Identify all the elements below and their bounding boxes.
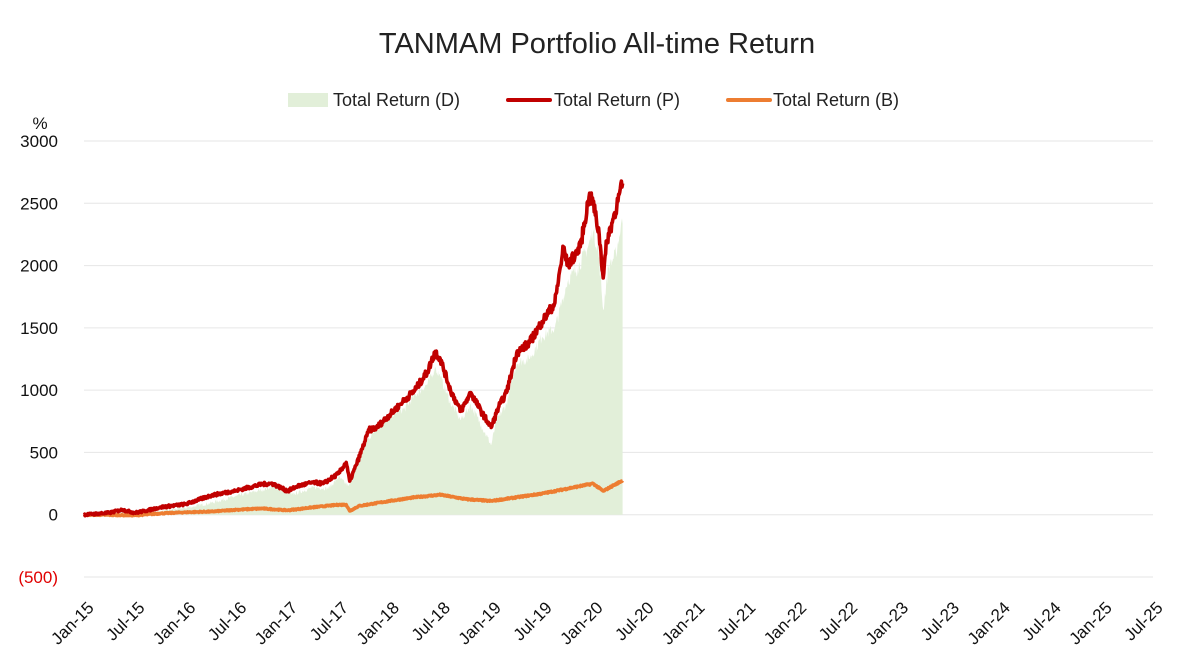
- x-tick-label: Jan-15: [47, 598, 97, 648]
- series-area-total-return-d: [84, 218, 623, 515]
- y-tick-label: 1000: [20, 381, 58, 400]
- x-tick-label: Jul-19: [510, 598, 556, 644]
- x-tick-label: Jul-21: [713, 598, 759, 644]
- x-tick-label: Jan-16: [149, 598, 199, 648]
- x-tick-label: Jan-17: [251, 598, 301, 648]
- legend: Total Return (D) Total Return (P) Total …: [288, 90, 899, 110]
- x-tick-label: Jan-24: [964, 598, 1014, 648]
- x-tick-label: Jan-19: [455, 598, 505, 648]
- x-tick-label: Jan-25: [1066, 598, 1116, 648]
- y-tick-label: 2000: [20, 257, 58, 276]
- x-tick-label: Jan-22: [760, 598, 810, 648]
- y-tick-label: 3000: [20, 132, 58, 151]
- x-tick-label: Jul-20: [611, 598, 657, 644]
- x-tick-label: Jan-23: [862, 598, 912, 648]
- x-tick-label: Jul-25: [1120, 598, 1166, 644]
- chart-title: TANMAM Portfolio All-time Return: [379, 28, 815, 60]
- line-layer: [82, 179, 625, 518]
- y-tick-label: 0: [49, 506, 58, 525]
- legend-label-total-return-d: Total Return (D): [333, 90, 460, 110]
- x-tick-label: Jul-22: [815, 598, 861, 644]
- x-tick-label: Jul-23: [917, 598, 963, 644]
- y-axis-ticks: 3000 2500 2000 1500 1000 500 0 (500): [18, 132, 58, 587]
- x-tick-label: Jul-18: [408, 598, 454, 644]
- x-tick-label: Jul-24: [1019, 598, 1065, 644]
- y-tick-label: (500): [18, 568, 58, 587]
- series-line-total-return-p: [82, 179, 625, 518]
- legend-label-total-return-b: Total Return (B): [773, 90, 899, 110]
- area-layer: [84, 218, 623, 515]
- x-tick-label: Jan-21: [658, 598, 708, 648]
- y-tick-label: 2500: [20, 194, 58, 213]
- y-tick-label: 1500: [20, 319, 58, 338]
- x-tick-label: Jan-18: [353, 598, 403, 648]
- x-tick-label: Jan-20: [557, 598, 607, 648]
- legend-swatch-total-return-d: [288, 93, 328, 107]
- y-axis-unit-label: %: [32, 114, 47, 133]
- x-tick-label: Jul-15: [102, 598, 148, 644]
- legend-label-total-return-p: Total Return (P): [554, 90, 680, 110]
- x-tick-label: Jul-16: [204, 598, 250, 644]
- y-tick-label: 500: [30, 443, 58, 462]
- x-tick-label: Jul-17: [306, 598, 352, 644]
- series-line-total-return-b: [82, 479, 625, 518]
- x-axis-ticks: Jan-15 Jul-15 Jan-16 Jul-16 Jan-17 Jul-17 Jan-…: [47, 598, 1166, 648]
